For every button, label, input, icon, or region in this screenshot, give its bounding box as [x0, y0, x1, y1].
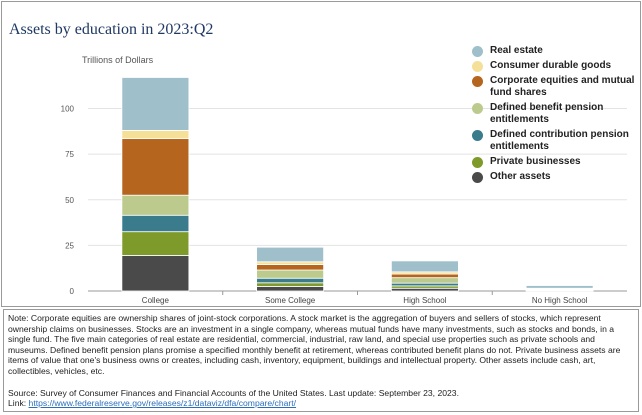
legend-label: Corporate equities and mutual fund share…	[490, 75, 635, 98]
bar-segment	[256, 264, 325, 271]
bar-segment	[256, 269, 325, 279]
legend-swatch	[472, 46, 483, 57]
legend-item[interactable]: Other assets	[472, 171, 637, 183]
chart-panel: Assets by education in 2023:Q2 Trillions…	[1, 1, 641, 307]
source-link[interactable]: https://www.federalreserve.gov/releases/…	[28, 398, 297, 409]
legend-item[interactable]: Defined contribution pension entitlement…	[472, 129, 637, 153]
legend-label: Defined contribution pension entitlement…	[490, 129, 629, 152]
notes-text: Note: Corporate equities are ownership s…	[8, 313, 621, 376]
legend-label: Consumer durable goods	[490, 60, 612, 71]
y-tick-label: 75	[65, 150, 74, 159]
bar-segment	[256, 282, 325, 287]
y-tick-label: 100	[61, 105, 75, 114]
bar-segment	[256, 261, 325, 265]
bar-segment	[121, 77, 190, 131]
legend-item[interactable]: Real estate	[472, 45, 637, 57]
chart-legend: Real estate Consumer durable goods Corpora…	[472, 45, 637, 186]
bar-segment	[121, 194, 190, 216]
legend-item[interactable]: Defined benefit pension entitlements	[472, 102, 637, 126]
x-tick-label: Some College	[265, 296, 316, 305]
legend-label: Defined benefit pension entitlements	[490, 102, 604, 125]
legend-swatch	[472, 172, 483, 183]
legend-item[interactable]: Private businesses	[472, 156, 637, 168]
y-tick-label: 0	[70, 287, 75, 296]
y-tick-label: 50	[65, 196, 74, 205]
legend-swatch	[472, 157, 483, 168]
bar-segment	[390, 260, 459, 273]
bar-segment	[256, 277, 325, 284]
legend-swatch	[472, 76, 483, 87]
x-tick-label: No High School	[532, 296, 588, 305]
bar-segment	[121, 138, 190, 196]
bar-segment	[390, 287, 459, 292]
legend-label: Real estate	[490, 45, 543, 56]
bar-segment	[121, 255, 190, 292]
legend-swatch	[472, 61, 483, 72]
source-text: Source: Survey of Consumer Finances and …	[8, 387, 459, 398]
bar-segment	[390, 273, 459, 279]
link-line: Link: https://www.federalreserve.gov/rel…	[8, 398, 634, 409]
y-axis-label: Trillions of Dollars	[82, 55, 154, 65]
y-tick-label: 25	[65, 241, 74, 250]
x-tick-label: High School	[403, 296, 446, 305]
bar-segment	[525, 285, 594, 289]
legend-swatch	[472, 103, 483, 114]
bar-segment	[121, 129, 190, 140]
bar-segment	[121, 214, 190, 233]
legend-swatch	[472, 130, 483, 141]
notes-panel: Note: Corporate equities are ownership s…	[3, 309, 639, 412]
legend-label: Private businesses	[490, 156, 581, 167]
bar-segment	[390, 277, 459, 284]
bar-segment	[256, 246, 325, 263]
legend-label: Other assets	[490, 171, 551, 182]
bar-segment	[121, 231, 190, 256]
link-label: Link:	[8, 398, 27, 409]
bar-segment	[256, 286, 325, 292]
legend-item[interactable]: Consumer durable goods	[472, 60, 637, 72]
stacked-bar-chart: Trillions of Dollars 0 25 50 75 100 College Som…	[61, 55, 627, 305]
x-tick-label: College	[142, 296, 170, 305]
chart-title: Assets by education in 2023:Q2	[9, 21, 214, 38]
legend-item[interactable]: Corporate equities and mutual fund share…	[472, 75, 637, 99]
bar-segment	[390, 282, 459, 287]
